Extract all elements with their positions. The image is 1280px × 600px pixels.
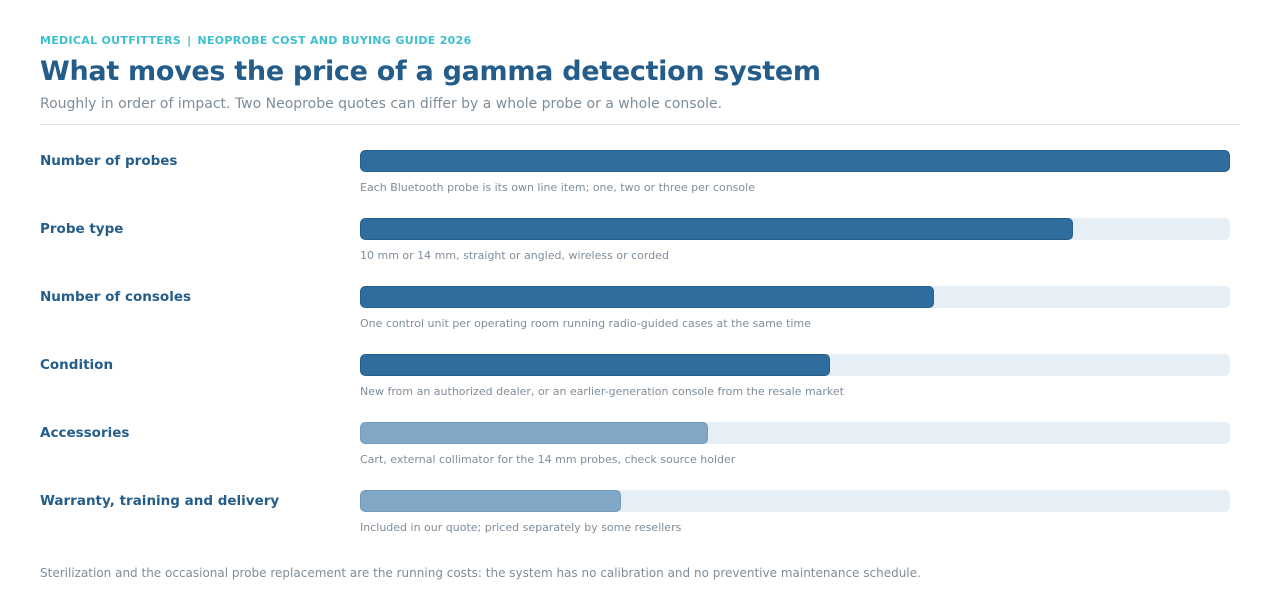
guide-name: NEOPROBE COST AND BUYING GUIDE 2026: [197, 34, 472, 47]
factor-note: Cart, external collimator for the 14 mm …: [360, 453, 736, 466]
bar-track: [360, 286, 1230, 308]
factor-note: 10 mm or 14 mm, straight or angled, wire…: [360, 249, 669, 262]
footer-note: Sterilization and the occasional probe r…: [40, 566, 921, 580]
divider: [40, 124, 1240, 125]
factor-label: Accessories: [40, 425, 130, 441]
bar: [360, 354, 830, 376]
bar: [360, 490, 621, 512]
factor-note: New from an authorized dealer, or an ear…: [360, 385, 844, 398]
chart-title: What moves the price of a gamma detectio…: [40, 56, 821, 87]
factor-row: Number of probes Each Bluetooth probe is …: [40, 150, 1240, 210]
factor-label: Number of probes: [40, 153, 178, 169]
brand-name: MEDICAL OUTFITTERS: [40, 34, 182, 47]
bar: [360, 150, 1230, 172]
factor-label: Condition: [40, 357, 114, 373]
bar-track: [360, 218, 1230, 240]
bar: [360, 286, 934, 308]
factor-note: Each Bluetooth probe is its own line ite…: [360, 181, 755, 194]
factor-row: Number of consoles One control unit per o…: [40, 286, 1240, 346]
factor-row: Probe type 10 mm or 14 mm, straight or an…: [40, 218, 1240, 278]
eyebrow: MEDICAL OUTFITTERS | NEOPROBE COST AND BUY…: [40, 34, 472, 47]
bar-track: [360, 422, 1230, 444]
page: MEDICAL OUTFITTERS | NEOPROBE COST AND BUY…: [40, 0, 1240, 600]
factor-note: Included in our quote; priced separately…: [360, 521, 682, 534]
eyebrow-separator: |: [187, 34, 192, 47]
bar-track: [360, 354, 1230, 376]
factor-label: Number of consoles: [40, 289, 192, 305]
factor-row: Condition New from an authorized dealer, …: [40, 354, 1240, 414]
factor-row: Accessories Cart, external collimator for…: [40, 422, 1240, 482]
factor-note: One control unit per operating room runn…: [360, 317, 811, 330]
bar: [360, 422, 708, 444]
bar: [360, 218, 1073, 240]
factor-label: Probe type: [40, 221, 124, 237]
factor-label: Warranty, training and delivery: [40, 493, 280, 509]
factor-row: Warranty, training and delivery Included …: [40, 490, 1240, 550]
bar-track: [360, 150, 1230, 172]
bar-track: [360, 490, 1230, 512]
chart-subtitle: Roughly in order of impact. Two Neoprobe…: [40, 96, 723, 112]
